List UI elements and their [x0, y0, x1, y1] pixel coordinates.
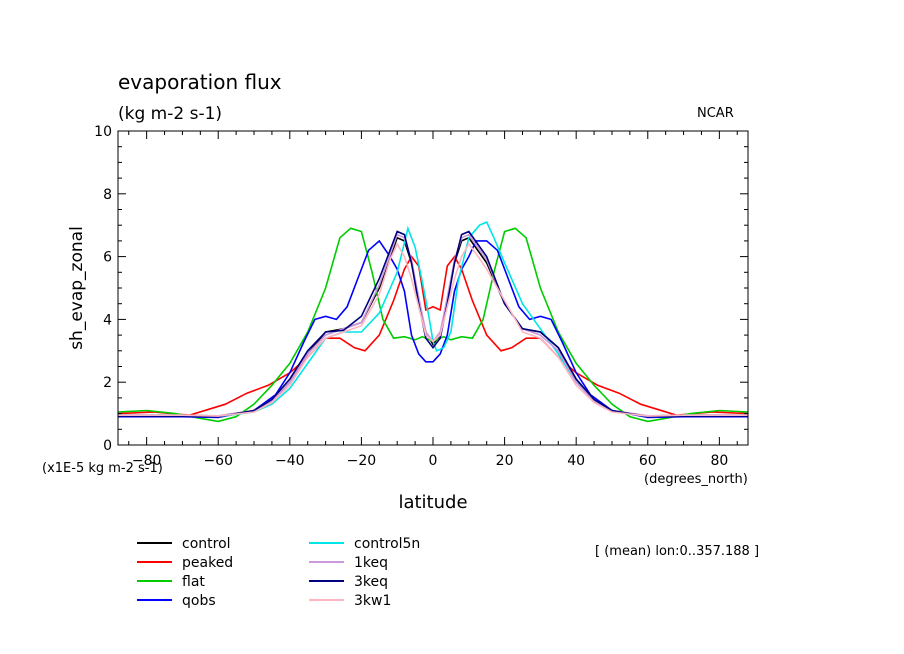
x-tick-label: 20 [496, 453, 514, 469]
y-axis-label: sh_evap_zonal [67, 226, 87, 350]
x-tick-label: 40 [567, 453, 585, 469]
x-tick-label: 0 [429, 453, 438, 469]
series-line-control [118, 236, 748, 417]
legend-label: peaked [182, 555, 233, 571]
x-tick-label: −40 [275, 453, 305, 469]
legend-label: qobs [182, 593, 216, 609]
legend-label: 1keq [354, 555, 388, 571]
y-tick-label: 2 [103, 375, 112, 391]
legend-label: 3keq [354, 574, 388, 590]
series-line-1keq [118, 233, 748, 417]
x-tick-label: 80 [710, 453, 728, 469]
series-layer [118, 221, 748, 423]
x-axis-label: latitude [398, 492, 467, 513]
series-line-control5n [118, 221, 748, 418]
y-tick-label: 10 [94, 124, 112, 140]
chart-title: evaporation flux [118, 70, 282, 94]
series-line-qobs [118, 239, 748, 419]
series-line-flat [118, 227, 748, 423]
series-line-3kw1 [118, 242, 748, 417]
y-tick-label: 0 [103, 438, 112, 454]
series-line-peaked [118, 255, 748, 417]
y-tick-label: 6 [103, 250, 112, 266]
y-axis-units: (x1E-5 kg m-2 s-1) [42, 461, 163, 476]
legend: control peaked flat qobs control5n 1keq 3keq 3k… [137, 536, 420, 609]
y-tick-label: 4 [103, 312, 112, 328]
mean-annotation: [ (mean) lon:0..357.188 ] [595, 544, 759, 559]
x-tick-label: −20 [347, 453, 377, 469]
legend-label: control5n [354, 536, 420, 552]
x-tick-label: −80 [132, 453, 162, 469]
legend-label: flat [182, 574, 205, 590]
y-axis: 0 2 4 6 8 10 [94, 124, 748, 454]
x-tick-label: 60 [639, 453, 657, 469]
credit-label: NCAR [697, 106, 734, 121]
x-tick-label: −60 [203, 453, 233, 469]
chart-subtitle: (kg m-2 s-1) [118, 104, 222, 124]
legend-label: 3kw1 [354, 593, 391, 609]
series-line-3keq [118, 230, 748, 418]
x-axis-units: (degrees_north) [644, 472, 748, 487]
y-tick-label: 8 [103, 187, 112, 203]
plot-frame [117, 130, 749, 446]
legend-label: control [182, 536, 231, 552]
x-axis: −80 −60 −40 −20 0 20 40 60 80 [128, 131, 738, 469]
